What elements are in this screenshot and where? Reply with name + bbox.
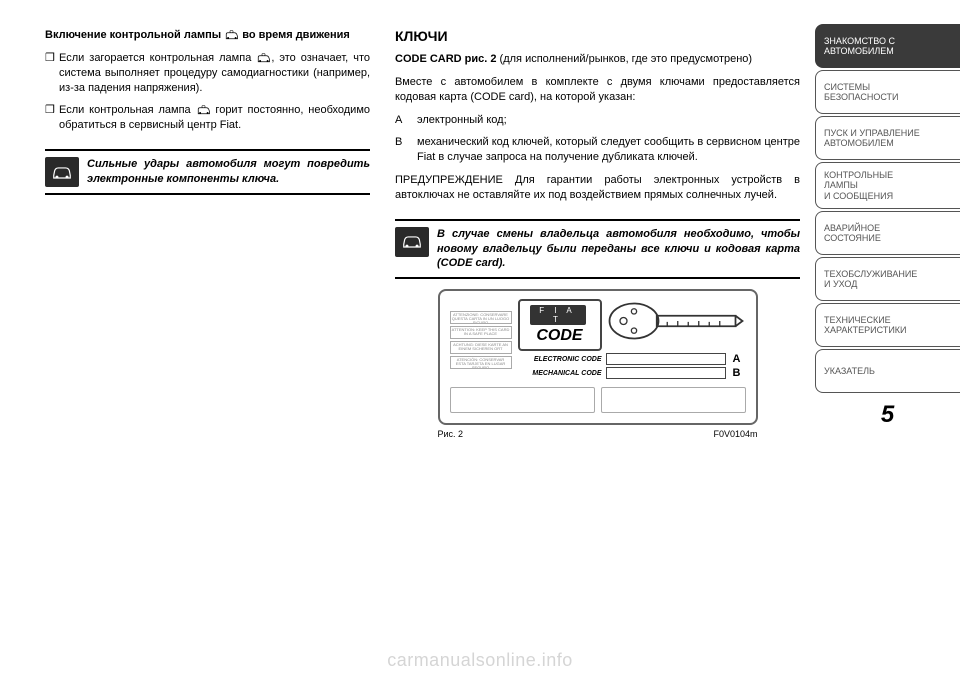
card-fine-print: ATTENZIONE: CONSERVARE QUESTA CARTA IN U… <box>450 311 512 369</box>
left-column: Включение контрольной лампы во время дви… <box>0 0 385 679</box>
list-item-b: B механический код ключей, который следу… <box>395 135 800 165</box>
mechanical-code-label: MECHANICAL CODE <box>518 370 606 377</box>
manual-page: Включение контрольной лампы во время дви… <box>0 0 960 679</box>
tab-line1: ТЕХНИЧЕСКИЕ <box>824 315 952 325</box>
page-number: 5 <box>815 401 960 429</box>
item-b-text: механический код ключей, который следует… <box>417 136 800 163</box>
tab-line2: БЕЗОПАСНОСТИ <box>824 92 952 102</box>
fine-print-4: ATENCIÓN: CONSERVAR ESTA TARJETA EN LUGA… <box>450 356 512 369</box>
tab-line2: СОСТОЯНИЕ <box>824 233 952 243</box>
figure-code: F0V0104m <box>713 429 757 439</box>
tab-line2: И УХОД <box>824 279 952 289</box>
mechanical-code-letter: B <box>730 367 744 379</box>
letter-b: B <box>395 135 402 150</box>
tab-line1: СИСТЕМЫ <box>824 82 952 92</box>
heading-suffix: во время движения <box>239 29 350 41</box>
figure-label: Рис. 2 <box>438 429 464 439</box>
fine-print-2: ATTENTION: KEEP THIS CARD IN A SAFE PLAC… <box>450 326 512 339</box>
sidebar-tab-5[interactable]: ТЕХОБСЛУЖИВАНИЕИ УХОД <box>815 257 960 301</box>
right-column: КЛЮЧИ CODE CARD рис. 2 (для исполнений/р… <box>385 0 815 679</box>
mechanical-code-line: MECHANICAL CODE B <box>518 367 746 379</box>
item-a-text: электронный код; <box>417 114 507 126</box>
letter-a: A <box>395 113 402 128</box>
sidebar-tab-0[interactable]: ЗНАКОМСТВО САВТОМОБИЛЕМ <box>815 24 960 68</box>
tab-line2: АВТОМОБИЛЕМ <box>824 138 952 148</box>
fine-print-3: ACHTUNG: DIESE KARTE AN EINEM SICHEREN O… <box>450 341 512 354</box>
bullet-2: Если контрольная лампа горит постоянно, … <box>45 103 370 133</box>
codecard-rest: (для исполнений/рынков, где это предусмо… <box>497 53 753 65</box>
bullet2-prefix: Если контрольная лампа <box>59 104 196 116</box>
mechanical-code-field <box>606 367 726 379</box>
key-icon <box>606 299 746 343</box>
heading-prefix: Включение контрольной лампы <box>45 29 224 41</box>
code-card: ATTENZIONE: CONSERVARE QUESTA CARTA IN U… <box>438 289 758 425</box>
codecard-para: CODE CARD рис. 2 (для исполнений/рынков,… <box>395 52 800 67</box>
electronic-code-label: ELECTRONIC CODE <box>518 356 606 363</box>
figure-2: ATTENZIONE: CONSERVARE QUESTA CARTA IN U… <box>395 289 800 439</box>
slot-2 <box>601 387 746 413</box>
tab-line1: КОНТРОЛЬНЫЕ <box>824 170 952 180</box>
para-2: Вместе с автомобилем в комплекте с двумя… <box>395 75 800 105</box>
sidebar-tab-6[interactable]: ТЕХНИЧЕСКИЕХАРАКТЕРИСТИКИ <box>815 303 960 347</box>
tab-line1: ТЕХОБСЛУЖИВАНИЕ <box>824 269 952 279</box>
card-bottom-slots <box>450 387 746 413</box>
electronic-code-line: ELECTRONIC CODE A <box>518 353 746 365</box>
warning-text-left: Сильные удары автомобиля могут повредить… <box>87 157 370 187</box>
electronic-code-letter: A <box>730 353 744 365</box>
tab-line1: УКАЗАТЕЛЬ <box>824 366 952 376</box>
car-warning-icon <box>395 227 429 257</box>
car-warning-icon <box>45 157 79 187</box>
code-word-box: F I A T CODE <box>518 299 602 351</box>
tab-line2: ХАРАКТЕРИСТИКИ <box>824 325 952 335</box>
left-heading: Включение контрольной лампы во время дви… <box>45 28 370 43</box>
sidebar-tab-7[interactable]: УКАЗАТЕЛЬ <box>815 349 960 393</box>
warning-box-left: Сильные удары автомобиля могут повредить… <box>45 149 370 195</box>
electronic-code-field <box>606 353 726 365</box>
warning-text-right: В случае смены владельца автомобиля необ… <box>437 227 800 272</box>
section-title: КЛЮЧИ <box>395 28 800 44</box>
car-lock-icon <box>224 29 239 41</box>
sidebar-tab-1[interactable]: СИСТЕМЫБЕЗОПАСНОСТИ <box>815 70 960 114</box>
warning-box-right: В случае смены владельца автомобиля необ… <box>395 219 800 280</box>
fine-print-1: ATTENZIONE: CONSERVARE QUESTA CARTA IN U… <box>450 311 512 324</box>
slot-1 <box>450 387 595 413</box>
tab-line1: АВАРИЙНОЕ <box>824 223 952 233</box>
car-lock-icon <box>256 52 271 64</box>
sidebar-tab-4[interactable]: АВАРИЙНОЕСОСТОЯНИЕ <box>815 211 960 255</box>
codecard-label: CODE CARD рис. 2 <box>395 53 497 65</box>
card-center: F I A T CODE <box>518 299 746 381</box>
brand-bar: F I A T <box>530 305 586 325</box>
tab-line1: ЗНАКОМСТВО С <box>824 36 952 46</box>
para-3: ПРЕДУПРЕЖДЕНИЕ Для гарантии работы элект… <box>395 173 800 203</box>
bullet1-prefix: Если загорается контрольная лампа <box>59 52 256 64</box>
tab-line2: ЛАМПЫ <box>824 180 952 190</box>
sidebar-tab-3[interactable]: КОНТРОЛЬНЫЕЛАМПЫИ СООБЩЕНИЯ <box>815 162 960 209</box>
figure-caption: Рис. 2 F0V0104m <box>438 429 758 439</box>
code-lines: ELECTRONIC CODE A MECHANICAL CODE B <box>518 353 746 379</box>
code-word: CODE <box>526 327 594 345</box>
tab-line2: АВТОМОБИЛЕМ <box>824 46 952 56</box>
tab-line3: И СООБЩЕНИЯ <box>824 191 952 201</box>
tab-line1: ПУСК И УПРАВЛЕНИЕ <box>824 128 952 138</box>
sidebar-tab-2[interactable]: ПУСК И УПРАВЛЕНИЕАВТОМОБИЛЕМ <box>815 116 960 160</box>
sidebar-tabs: ЗНАКОМСТВО САВТОМОБИЛЕМСИСТЕМЫБЕЗОПАСНОС… <box>815 0 960 679</box>
list-item-a: A электронный код; <box>395 113 800 128</box>
card-top-row: ATTENZIONE: CONSERVARE QUESTA CARTA IN U… <box>450 299 746 381</box>
bullet-1: Если загорается контрольная лампа , это … <box>45 51 370 96</box>
car-lock-icon <box>196 104 211 116</box>
